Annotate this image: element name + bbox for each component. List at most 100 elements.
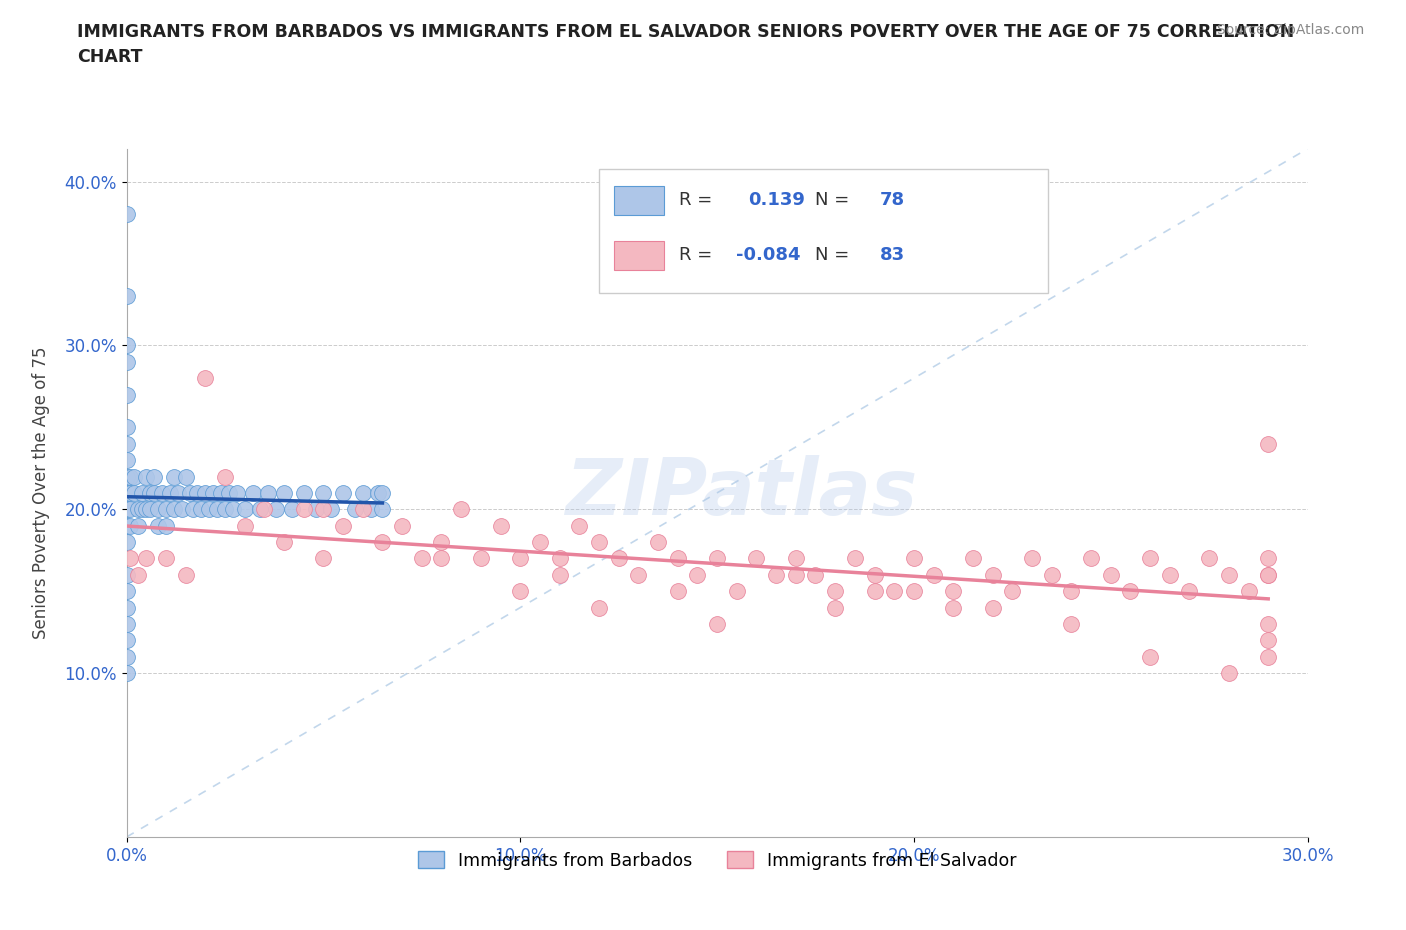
Point [922,567,945,582]
Point [205,502,228,517]
Point [725,584,748,599]
Point [607,551,630,565]
Point [1139,551,1161,565]
Point [150,485,173,500]
Point [115,502,138,517]
Text: -0.084: -0.084 [735,246,800,264]
Point [115,338,138,352]
Point [135,469,157,484]
Point [430,535,453,550]
Point [1218,567,1240,582]
Point [360,502,382,517]
Point [115,633,138,648]
Point [139,502,162,517]
Point [343,502,366,517]
Point [115,436,138,451]
Text: R =: R = [679,192,713,209]
Point [548,567,571,582]
Point [312,551,335,565]
FancyBboxPatch shape [614,186,664,215]
Point [666,551,689,565]
Point [411,551,433,565]
Point [214,502,236,517]
Point [233,518,256,533]
Point [209,485,232,500]
Point [115,567,138,582]
Point [903,551,925,565]
Point [115,453,138,468]
Legend: Immigrants from Barbados, Immigrants from El Salvador: Immigrants from Barbados, Immigrants fro… [411,844,1024,876]
Point [190,502,212,517]
Point [981,600,1004,615]
Point [1060,584,1083,599]
Point [115,535,138,550]
Text: N =: N = [815,192,849,209]
Point [367,485,389,500]
Point [1257,436,1279,451]
Point [332,485,354,500]
Text: ZIPatlas: ZIPatlas [565,455,917,531]
Point [863,567,886,582]
Point [568,518,591,533]
Point [131,502,153,517]
Point [146,518,169,533]
Point [166,485,188,500]
Point [1257,567,1279,582]
Point [706,551,728,565]
Point [115,420,138,435]
Point [1257,567,1279,582]
Point [120,469,142,484]
Text: R =: R = [679,246,713,264]
Point [824,584,846,599]
Point [115,289,138,304]
Point [233,502,256,517]
Point [115,666,138,681]
Point [174,469,197,484]
FancyBboxPatch shape [614,241,664,270]
Point [1218,666,1240,681]
Point [115,206,138,221]
Point [489,518,512,533]
Point [1139,649,1161,664]
Point [529,535,551,550]
Point [146,502,169,517]
Point [155,502,177,517]
Point [131,485,153,500]
Text: N =: N = [815,246,849,264]
FancyBboxPatch shape [599,169,1047,293]
Point [883,584,905,599]
Point [371,535,394,550]
Point [159,485,181,500]
Point [127,567,149,582]
Point [1040,567,1063,582]
Point [312,502,335,517]
Text: 0.139: 0.139 [748,192,804,209]
Point [903,584,925,599]
Point [804,567,827,582]
Point [170,502,193,517]
Point [253,502,276,517]
Point [225,485,247,500]
Point [686,567,709,582]
Point [143,469,166,484]
Point [115,354,138,369]
Point [242,485,264,500]
Point [647,535,669,550]
Point [115,485,138,500]
Point [115,600,138,615]
Point [981,567,1004,582]
Point [1178,584,1201,599]
Point [115,469,138,484]
Point [844,551,866,565]
Point [120,551,142,565]
Point [430,551,453,565]
Point [666,584,689,599]
Point [120,485,142,500]
Point [115,387,138,402]
Point [352,485,374,500]
Point [120,518,142,533]
Point [202,485,225,500]
Point [785,551,807,565]
Point [588,535,610,550]
Point [371,485,394,500]
